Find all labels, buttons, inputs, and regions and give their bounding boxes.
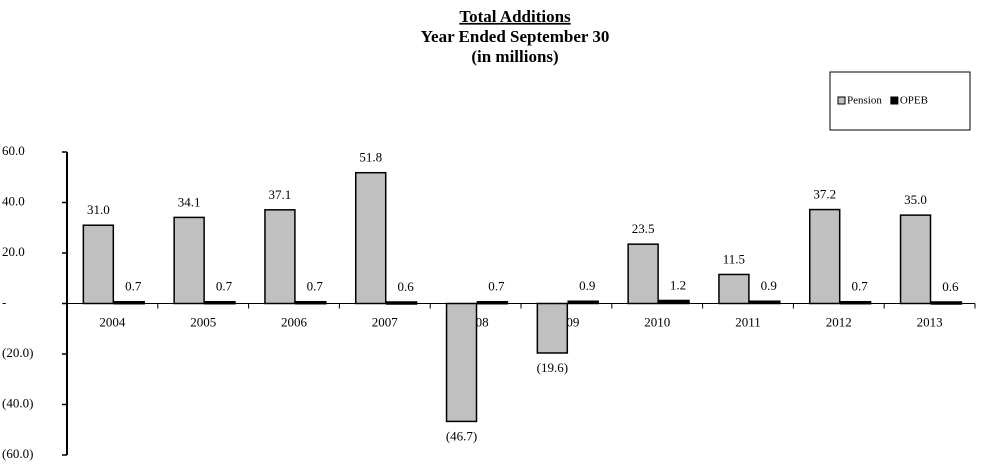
x-tick-label: 2012: [826, 314, 852, 329]
data-label: 0.6: [942, 279, 959, 294]
opeb-bar: [749, 300, 781, 305]
data-label: 37.2: [813, 187, 836, 202]
pension-bar: [536, 302, 569, 354]
opeb-bar: [476, 300, 509, 305]
x-tick-label: 2010: [644, 314, 670, 329]
opeb-bar: [658, 299, 690, 305]
pension-bar: [264, 209, 296, 305]
data-label: 31.0: [87, 202, 110, 217]
chart-subtitle: (in millions): [471, 47, 558, 66]
data-label: 0.7: [216, 279, 233, 294]
x-tick-label: 2007: [372, 314, 399, 329]
data-label: 35.0: [904, 192, 927, 207]
pension-bar: [808, 208, 841, 305]
chart-title: Total Additions: [459, 7, 571, 26]
legend-swatch: [890, 96, 899, 105]
pension-bar: [627, 243, 659, 305]
y-tick-label: 60.0: [2, 143, 25, 158]
y-tick-label: 20.0: [2, 244, 25, 259]
data-label: (46.7): [446, 428, 477, 443]
legend-label: Pension: [847, 95, 882, 107]
data-label: 0.7: [851, 279, 868, 294]
pension-bar: [173, 216, 205, 305]
data-label: 37.1: [269, 187, 292, 202]
x-tick-label: 2005: [190, 314, 216, 329]
chart-subtitle: Year Ended September 30: [421, 27, 610, 46]
legend-label: OPEB: [900, 95, 928, 107]
x-tick-label: 2011: [735, 314, 761, 329]
y-tick-label: (60.0): [2, 446, 33, 461]
x-tick-label: 2013: [917, 314, 943, 329]
x-tick-label: 2004: [99, 314, 126, 329]
data-label: 23.5: [632, 221, 655, 236]
opeb-bar: [385, 301, 418, 305]
pension-bar: [718, 273, 750, 305]
data-label: 0.7: [307, 279, 324, 294]
data-label: 0.9: [761, 278, 777, 293]
data-label: 0.7: [488, 279, 505, 294]
x-tick-label: 2006: [281, 314, 308, 329]
opeb-bar: [204, 300, 236, 305]
opeb-bar: [839, 300, 872, 305]
data-label: 0.9: [579, 278, 595, 293]
y-tick-label: -: [2, 294, 6, 309]
legend-box: [829, 71, 971, 131]
data-label: 11.5: [723, 251, 745, 266]
pension-bar: [899, 214, 932, 305]
opeb-bar: [930, 301, 963, 305]
y-tick-label: (20.0): [2, 345, 33, 360]
data-label: 0.7: [125, 279, 142, 294]
pension-bar: [82, 224, 115, 305]
opeb-bar: [295, 300, 327, 305]
opeb-bar: [567, 300, 599, 305]
y-tick-label: 40.0: [2, 193, 25, 208]
legend-swatch: [837, 96, 846, 105]
data-label: 34.1: [178, 194, 201, 209]
y-tick-label: (40.0): [2, 395, 33, 410]
opeb-bar: [113, 300, 145, 305]
pension-bar: [354, 171, 387, 305]
data-label: 0.6: [397, 279, 414, 294]
data-label: 1.2: [670, 277, 686, 292]
data-label: 51.8: [359, 150, 382, 165]
data-label: (19.6): [537, 360, 568, 375]
pension-bar: [445, 302, 478, 423]
